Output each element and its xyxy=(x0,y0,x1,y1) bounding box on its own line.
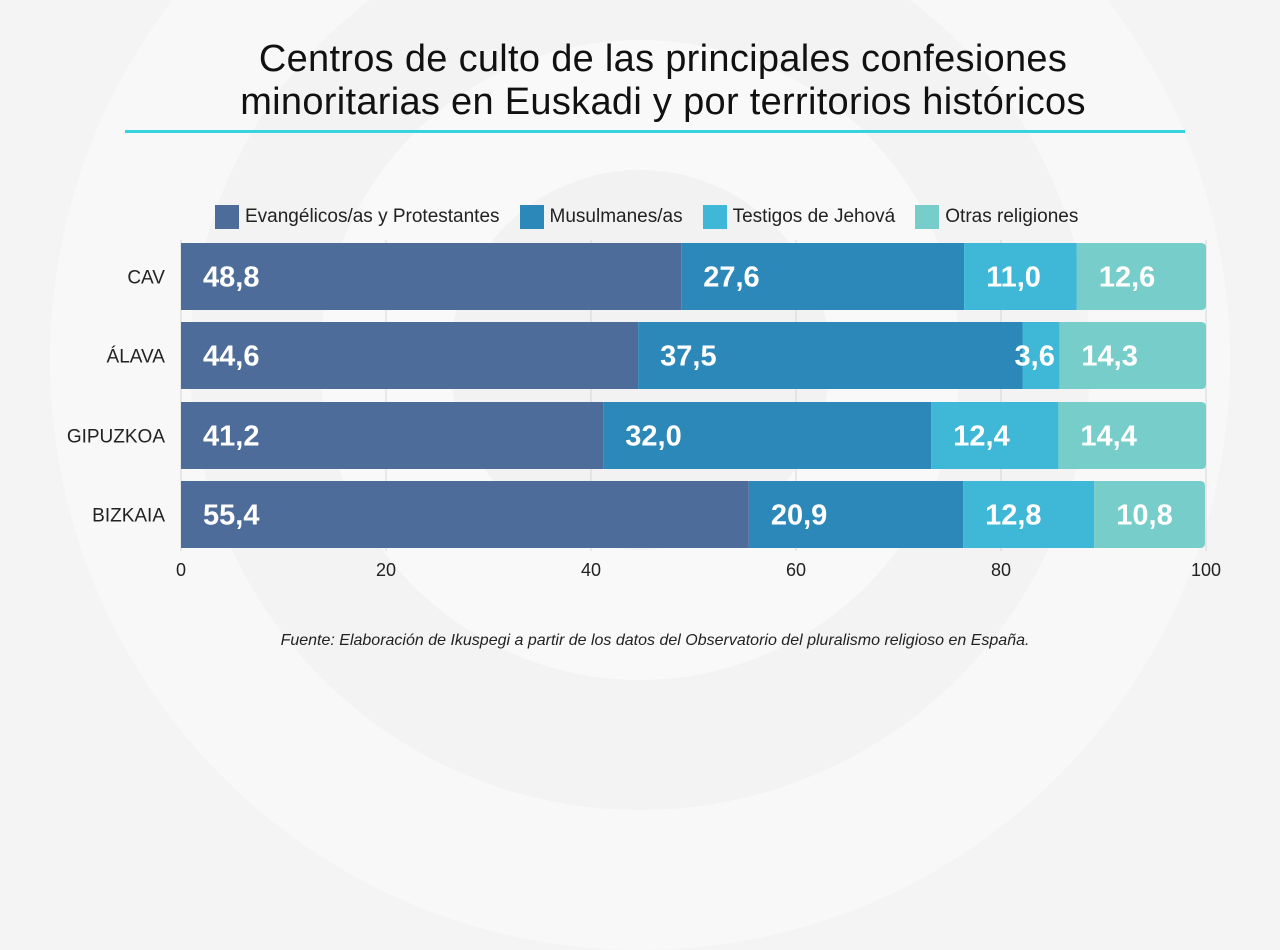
data-label: 32,0 xyxy=(625,421,681,453)
data-label: 48,8 xyxy=(203,262,259,294)
data-label: 12,4 xyxy=(953,421,1009,453)
bar-segment xyxy=(1059,322,1206,389)
chart-legend: Evangélicos/as y Protestantes Musulmanes… xyxy=(215,203,1098,231)
legend-item-evangelicos: Evangélicos/as y Protestantes xyxy=(215,205,500,229)
data-label: 41,2 xyxy=(203,421,259,453)
bar-segment xyxy=(748,481,964,548)
x-tick-label: 0 xyxy=(176,560,186,580)
category-label: BIZKAIA xyxy=(92,506,165,527)
data-label: 14,4 xyxy=(1080,421,1136,453)
data-label: 37,5 xyxy=(660,341,716,373)
bar-segment xyxy=(181,322,639,389)
category-label: CAV xyxy=(127,268,165,289)
bar-segment xyxy=(638,322,1023,389)
data-label: 10,8 xyxy=(1116,500,1172,532)
bar-segment xyxy=(181,243,682,310)
legend-item-testigos: Testigos de Jehová xyxy=(702,205,896,229)
x-tick-label: 80 xyxy=(991,560,1011,580)
bar-segment xyxy=(964,243,1077,310)
bar-segment xyxy=(181,481,749,548)
legend-label: Testigos de Jehová xyxy=(732,206,896,227)
legend-item-musulmanes: Musulmanes/as xyxy=(519,205,683,229)
legend-label: Otras religiones xyxy=(945,206,1079,227)
data-label: 11,0 xyxy=(986,262,1041,294)
chart-title-line2: minoritarias en Euskadi y por territorio… xyxy=(240,81,1086,123)
data-label: 14,3 xyxy=(1081,341,1137,373)
legend-swatch xyxy=(215,205,239,229)
bar-segment xyxy=(1022,322,1060,389)
category-label: ÁLAVA xyxy=(107,347,166,368)
data-label: 20,9 xyxy=(771,500,827,532)
legend-swatch xyxy=(702,205,727,229)
x-tick-label: 20 xyxy=(376,560,396,580)
x-tick-label: 60 xyxy=(786,560,806,580)
bar-segment xyxy=(681,243,965,310)
chart-title: Centros de culto de las principales conf… xyxy=(0,38,1280,124)
legend-label: Evangélicos/as y Protestantes xyxy=(245,206,500,227)
bar-segment xyxy=(1076,243,1206,310)
data-label: 27,6 xyxy=(703,262,759,294)
data-label: 44,6 xyxy=(203,341,259,373)
legend-swatch xyxy=(915,205,940,229)
chart-title-line1: Centros de culto de las principales conf… xyxy=(258,38,1068,80)
bar-segment xyxy=(963,481,1095,548)
source-note: Fuente: Elaboración de Ikuspegi a partir… xyxy=(280,632,1030,649)
data-label: 55,4 xyxy=(203,500,259,532)
x-tick-label: 100 xyxy=(1191,560,1221,580)
bar-segment xyxy=(1058,402,1206,469)
title-underline xyxy=(125,130,1185,133)
data-label: 3,6 xyxy=(1015,341,1055,373)
legend-label: Musulmanes/as xyxy=(549,206,683,227)
data-label: 12,6 xyxy=(1099,262,1155,294)
stacked-bar-chart: CAV 48,8 27,6 11,0 12,6 ÁLAVA 44,6 37,5 3,6 14,3 G… xyxy=(67,240,1221,580)
x-tick-label: 40 xyxy=(581,560,601,580)
bar-segment xyxy=(931,402,1059,469)
bar-segment xyxy=(603,402,932,469)
bar-segment xyxy=(1094,481,1205,548)
legend-swatch xyxy=(519,205,544,229)
bar-segment xyxy=(181,402,604,469)
data-label: 12,8 xyxy=(985,500,1041,532)
category-label: GIPUZKOA xyxy=(67,427,166,448)
legend-item-otras: Otras religiones xyxy=(915,205,1078,229)
